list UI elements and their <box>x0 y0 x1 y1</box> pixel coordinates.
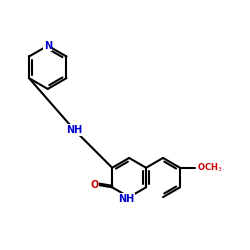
Text: NH: NH <box>118 194 135 204</box>
Text: N: N <box>44 41 52 51</box>
Text: O: O <box>90 180 99 190</box>
Text: OCH$_3$: OCH$_3$ <box>197 162 223 174</box>
Text: NH: NH <box>66 125 83 135</box>
